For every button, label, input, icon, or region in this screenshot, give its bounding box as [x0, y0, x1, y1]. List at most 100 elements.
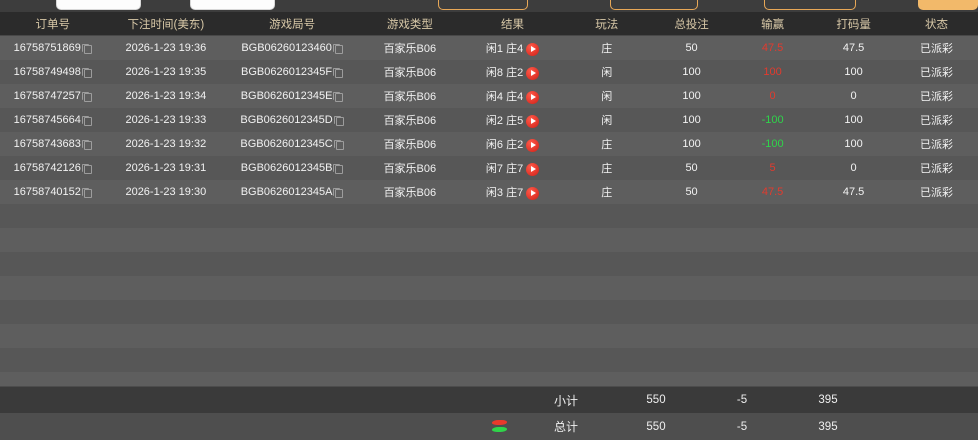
table-row[interactable]: 16758749498 2026-1-23 19:35 BGB0626012345F… [0, 60, 978, 84]
turnover-value: 0 [850, 90, 857, 102]
win-loss-cell: 47.5 [733, 186, 812, 198]
play-icon[interactable] [526, 114, 540, 128]
play-icon[interactable] [526, 42, 540, 56]
table-row[interactable]: 16758751869 2026-1-23 19:36 BGB06260123460… [0, 36, 978, 60]
win-loss-cell: 100 [733, 66, 812, 78]
game-type-cell: 百家乐B06 [358, 136, 462, 152]
play-type-value: 庄 [601, 163, 613, 175]
table-row[interactable]: 16758740152 2026-1-23 19:30 BGB0626012345A… [0, 180, 978, 204]
play-type-value: 闲 [601, 67, 613, 79]
round-no-value: BGB06260123460 [241, 42, 332, 54]
bet-time-value: 2026-1-23 19:33 [125, 114, 207, 126]
bet-time-cell: 2026-1-23 19:33 [106, 114, 227, 126]
column-header-8: 打码量 [836, 18, 871, 31]
order-no-value: 16758751869 [13, 42, 81, 54]
column-header-0: 订单号 [35, 18, 71, 31]
win-loss-value: 100 [763, 66, 782, 78]
column-header-2: 游戏局号 [269, 18, 316, 31]
copy-icon[interactable] [81, 91, 92, 102]
table-header-row: 订单号 下注时间(美东) 游戏局号 游戏类型 结果 玩法 总投注 输赢 打码量 状态 [0, 12, 978, 36]
play-type-cell: 闲 [563, 64, 650, 80]
win-loss-cell: 47.5 [733, 42, 812, 54]
game-type-value: 百家乐B06 [383, 43, 437, 55]
grandtotal-win-loss: -5 [736, 420, 748, 433]
game-type-cell: 百家乐B06 [358, 88, 462, 104]
game-type-cell: 百家乐B06 [358, 184, 462, 200]
total-bet-cell: 100 [650, 114, 733, 126]
total-bet-value: 50 [685, 186, 698, 198]
copy-icon[interactable] [332, 43, 343, 54]
bet-time-value: 2026-1-23 19:34 [125, 90, 207, 102]
turnover-cell: 100 [812, 114, 895, 126]
order-no-value: 16758743683 [13, 138, 81, 150]
subtotal-row: 小计 550 -5 395 [0, 386, 978, 413]
game-type-value: 百家乐B06 [383, 115, 437, 127]
total-bet-cell: 50 [650, 186, 733, 198]
select-3[interactable] [764, 0, 856, 10]
play-icon[interactable] [526, 186, 540, 200]
order-no-value: 16758745664 [13, 114, 81, 126]
table-row[interactable]: 16758742126 2026-1-23 19:31 BGB0626012345B… [0, 156, 978, 180]
round-no-cell: BGB0626012345D [226, 114, 358, 126]
result-value: 闲2 庄5 [485, 115, 524, 127]
play-type-cell: 庄 [563, 40, 650, 56]
exchange-icon[interactable] [492, 420, 508, 433]
subtotal-label: 小计 [553, 393, 578, 408]
total-bet-value: 50 [685, 162, 698, 174]
result-cell: 闲8 庄2 [462, 64, 564, 80]
copy-icon[interactable] [81, 67, 92, 78]
play-icon[interactable] [526, 162, 540, 176]
copy-icon[interactable] [333, 91, 344, 102]
input-2[interactable] [190, 0, 275, 10]
win-loss-value: -100 [761, 114, 784, 126]
total-bet-value: 100 [682, 90, 701, 102]
play-icon[interactable] [526, 90, 540, 104]
table-row[interactable]: 16758747257 2026-1-23 19:34 BGB0626012345E… [0, 84, 978, 108]
copy-icon[interactable] [333, 115, 344, 126]
copy-icon[interactable] [333, 67, 344, 78]
copy-icon[interactable] [333, 163, 344, 174]
copy-icon[interactable] [333, 139, 344, 150]
turnover-value: 47.5 [842, 42, 865, 54]
table-row[interactable]: 16758743683 2026-1-23 19:32 BGB0626012345C… [0, 132, 978, 156]
game-type-value: 百家乐B06 [383, 187, 437, 199]
select-2[interactable] [610, 0, 698, 10]
result-cell: 闲6 庄2 [462, 136, 564, 152]
table-row[interactable]: 16758745664 2026-1-23 19:33 BGB0626012345D… [0, 108, 978, 132]
round-no-value: BGB0626012345A [240, 186, 333, 198]
result-value: 闲3 庄7 [485, 187, 524, 199]
play-type-cell: 闲 [563, 112, 650, 128]
play-icon[interactable] [526, 66, 540, 80]
select-1[interactable] [438, 0, 528, 10]
total-bet-value: 100 [682, 66, 701, 78]
copy-icon[interactable] [81, 115, 92, 126]
status-cell: 已派彩 [895, 64, 978, 80]
win-loss-value: 5 [769, 162, 776, 174]
empty-table-row [0, 324, 978, 348]
play-icon[interactable] [526, 138, 540, 152]
copy-icon[interactable] [333, 187, 344, 198]
filter-bar [0, 0, 978, 12]
search-button[interactable] [918, 0, 978, 10]
order-no-value: 16758740152 [13, 186, 81, 198]
copy-icon[interactable] [81, 187, 92, 198]
column-header-1: 下注时间(美东) [127, 18, 205, 31]
empty-table-row [0, 204, 978, 228]
turnover-cell: 0 [812, 90, 895, 102]
order-no-cell: 16758740152 [0, 186, 106, 198]
input-1[interactable] [56, 0, 141, 10]
result-value: 闲8 庄2 [485, 67, 524, 79]
copy-icon[interactable] [81, 43, 92, 54]
turnover-value: 0 [850, 162, 857, 174]
play-type-cell: 庄 [563, 136, 650, 152]
copy-icon[interactable] [81, 163, 92, 174]
result-cell: 闲3 庄7 [462, 184, 564, 200]
game-type-cell: 百家乐B06 [358, 40, 462, 56]
empty-table-row [0, 228, 978, 252]
result-value: 闲6 庄2 [485, 139, 524, 151]
game-type-value: 百家乐B06 [383, 91, 437, 103]
game-type-value: 百家乐B06 [383, 163, 437, 175]
column-header-5: 玩法 [595, 18, 619, 31]
table-body: 16758751869 2026-1-23 19:36 BGB06260123460… [0, 36, 978, 407]
copy-icon[interactable] [81, 139, 92, 150]
